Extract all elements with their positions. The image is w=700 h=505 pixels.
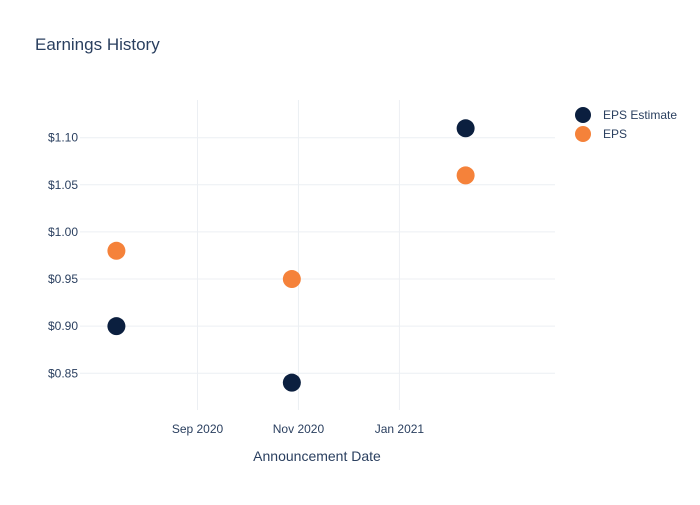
- data-points: [107, 119, 475, 392]
- data-point[interactable]: [456, 166, 475, 185]
- legend-item[interactable]: EPS Estimate: [575, 107, 677, 123]
- x-axis-label: Announcement Date: [253, 448, 381, 464]
- grid-lines: [80, 100, 555, 410]
- y-tick-label: $0.90: [48, 319, 78, 333]
- legend-label: EPS: [603, 127, 627, 141]
- legend-marker: [575, 107, 591, 123]
- legend-marker: [575, 126, 591, 142]
- data-point[interactable]: [107, 317, 126, 336]
- data-point[interactable]: [107, 241, 126, 260]
- y-axis-ticks: $0.85 $0.90 $0.95 $1.00 $1.05 $1.10: [48, 131, 78, 381]
- data-point[interactable]: [282, 373, 301, 392]
- data-point[interactable]: [456, 119, 475, 138]
- x-tick-label: Sep 2020: [172, 422, 224, 436]
- legend-label: EPS Estimate: [603, 108, 677, 122]
- x-tick-label: Jan 2021: [375, 422, 425, 436]
- legend[interactable]: EPS Estimate EPS: [575, 107, 677, 142]
- y-tick-label: $1.05: [48, 178, 78, 192]
- y-tick-label: $1.10: [48, 131, 78, 145]
- x-tick-label: Nov 2020: [273, 422, 325, 436]
- y-tick-label: $0.95: [48, 272, 78, 286]
- chart-title: Earnings History: [35, 35, 160, 54]
- legend-item[interactable]: EPS: [575, 126, 627, 142]
- data-point[interactable]: [282, 270, 301, 289]
- y-tick-label: $1.00: [48, 225, 78, 239]
- x-axis-ticks: Sep 2020 Nov 2020 Jan 2021: [172, 422, 425, 436]
- y-tick-label: $0.85: [48, 366, 78, 380]
